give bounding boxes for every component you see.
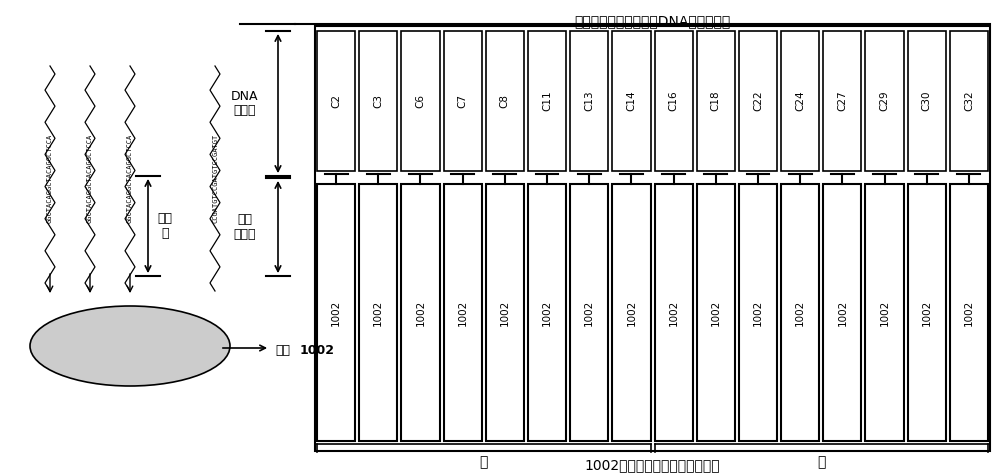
Bar (865, 31, 904, 171)
Text: 连接地址适配器的不同DNA编码链组合: 连接地址适配器的不同DNA编码链组合 (574, 14, 731, 28)
Bar (570, 31, 608, 171)
Text: C22: C22 (753, 91, 763, 111)
Bar (950, 184, 988, 441)
Bar (908, 31, 946, 171)
Text: GGCTACAGGCTACAGGCTCCA: GGCTACAGGCTACAGGCTCCA (87, 134, 93, 223)
Text: C2: C2 (331, 94, 341, 108)
Text: 1002: 1002 (880, 299, 890, 326)
Bar (317, 184, 355, 441)
Text: 储: 储 (817, 455, 825, 469)
Text: C29: C29 (880, 91, 890, 111)
Text: GGCTACAGGCTACAGGCTCCA: GGCTACAGGCTACAGGCTCCA (47, 134, 53, 223)
Text: 1002: 1002 (500, 299, 510, 326)
Ellipse shape (30, 306, 230, 386)
Bar (950, 31, 988, 171)
Bar (654, 31, 693, 171)
Bar (401, 31, 440, 171)
Text: 1002: 1002 (669, 299, 679, 326)
Bar (654, 184, 693, 441)
Bar (612, 31, 650, 171)
Text: 1002数据存储微池的编码链组合: 1002数据存储微池的编码链组合 (585, 458, 720, 472)
Text: C18: C18 (711, 91, 721, 111)
Text: C30: C30 (922, 91, 932, 111)
Text: 1002: 1002 (584, 299, 594, 326)
Text: C7: C7 (458, 94, 468, 108)
Bar (528, 31, 566, 171)
Bar (697, 31, 735, 171)
Bar (359, 31, 397, 171)
Text: C3: C3 (373, 94, 383, 108)
Text: C16: C16 (669, 91, 679, 111)
Bar (444, 31, 482, 171)
Text: 1002: 1002 (922, 299, 932, 326)
Text: 地址: 地址 (275, 345, 290, 357)
Text: 1002: 1002 (795, 299, 805, 326)
Text: 1002: 1002 (626, 299, 636, 326)
Text: 1002: 1002 (837, 299, 847, 326)
Text: 地址
适配器: 地址 适配器 (234, 213, 256, 241)
Text: GGCTACAGGCTACAGGCTCCA: GGCTACAGGCTACAGGCTCCA (127, 134, 133, 223)
Bar (528, 184, 566, 441)
Bar (315, 26, 990, 451)
Text: 1002: 1002 (458, 299, 468, 326)
Text: 1002: 1002 (415, 299, 425, 326)
Text: C11: C11 (542, 91, 552, 111)
Text: C8: C8 (500, 94, 510, 108)
Text: 1002: 1002 (964, 299, 974, 326)
Text: 1002: 1002 (331, 299, 341, 326)
Text: C13: C13 (584, 91, 594, 111)
Bar (444, 184, 482, 441)
Bar (359, 184, 397, 441)
Bar (486, 184, 524, 441)
Bar (612, 184, 650, 441)
Bar (570, 184, 608, 441)
Bar (739, 31, 777, 171)
Text: 1002: 1002 (753, 299, 763, 326)
Text: 1002: 1002 (542, 299, 552, 326)
Text: 1002: 1002 (711, 299, 721, 326)
Bar (908, 184, 946, 441)
Text: C27: C27 (837, 91, 847, 111)
Text: 地址
码: 地址 码 (158, 212, 173, 240)
Bar (781, 184, 819, 441)
Bar (697, 184, 735, 441)
Bar (401, 184, 440, 441)
Text: DNA
编码链: DNA 编码链 (231, 89, 259, 118)
Bar (739, 184, 777, 441)
Text: CCGATGTCCGATGTCCGATGT: CCGATGTCCGATGTCCGATGT (212, 134, 218, 223)
Bar (823, 184, 861, 441)
Bar (317, 31, 355, 171)
Text: 1002: 1002 (373, 299, 383, 326)
Text: 存: 存 (480, 455, 488, 469)
Text: 1002: 1002 (300, 345, 335, 357)
Text: C32: C32 (964, 91, 974, 111)
Text: C24: C24 (795, 91, 805, 111)
Text: C6: C6 (415, 94, 425, 108)
Text: C14: C14 (626, 91, 636, 111)
Bar (781, 31, 819, 171)
Bar (823, 31, 861, 171)
Bar (865, 184, 904, 441)
Bar (486, 31, 524, 171)
